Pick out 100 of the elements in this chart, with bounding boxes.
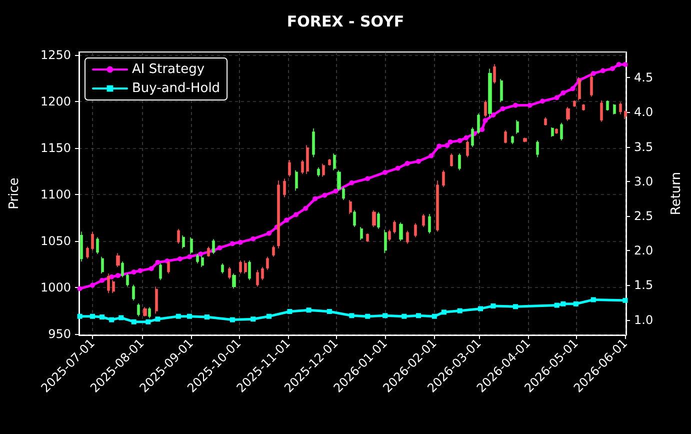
point (560, 90, 566, 96)
y2-tick-label: 2.5 (634, 208, 654, 223)
candlestick (148, 306, 151, 319)
point (540, 98, 546, 104)
y-tick-label: 1100 (40, 187, 71, 202)
candlestick (536, 140, 539, 158)
point (382, 170, 388, 175)
point (512, 102, 518, 108)
candlestick (96, 236, 99, 254)
point (590, 297, 596, 302)
candlestick (442, 170, 445, 188)
candlestick (613, 104, 616, 115)
candlestick (239, 260, 242, 274)
candlestick (261, 266, 264, 280)
candlestick (477, 113, 480, 134)
chart-title: FOREX - SOYF (286, 12, 404, 30)
candlestick (353, 210, 356, 228)
candlestick (301, 160, 304, 174)
candlestick (80, 231, 83, 262)
point (187, 314, 192, 319)
point (490, 303, 496, 308)
point (365, 176, 370, 182)
candlestick (221, 262, 224, 274)
point (478, 306, 484, 312)
y2-tick-label: 2.0 (634, 244, 654, 258)
y-tick-label: 1200 (40, 94, 71, 108)
point (148, 266, 154, 272)
candlestick (112, 280, 115, 294)
candlestick (232, 273, 236, 289)
point (480, 126, 485, 132)
point (444, 142, 450, 148)
point (187, 254, 192, 260)
point (457, 138, 462, 144)
candlestick (86, 246, 89, 260)
candlestick (466, 140, 469, 158)
point (155, 316, 160, 322)
candlestick (458, 153, 461, 171)
candlestick (201, 255, 204, 268)
candlestick (606, 100, 609, 112)
candlestick (228, 266, 231, 280)
candlestick (450, 153, 453, 167)
candlestick (600, 100, 603, 122)
point (204, 314, 210, 320)
point (365, 314, 370, 319)
candlestick (244, 260, 247, 274)
point (287, 308, 292, 314)
candlestick (126, 273, 129, 287)
candlestick (190, 236, 193, 254)
legend-label: AI Strategy (132, 62, 205, 77)
point (100, 278, 105, 283)
candlestick (544, 116, 547, 126)
candlestick (328, 158, 331, 166)
candlestick (388, 229, 391, 242)
point (404, 160, 410, 166)
point (554, 95, 560, 100)
y2-tick-label: 3.0 (634, 174, 654, 188)
point (266, 314, 272, 319)
point (432, 314, 437, 319)
candlestick (471, 127, 474, 148)
y2-axis-title: Return (669, 172, 684, 216)
point (382, 313, 388, 318)
point (457, 308, 462, 314)
point (217, 245, 222, 250)
point (436, 144, 442, 149)
point (610, 66, 615, 72)
point (490, 112, 496, 118)
legend-label: Buy-and-Hold (132, 81, 220, 96)
candlestick (266, 256, 269, 270)
point (138, 268, 143, 274)
y2-tick-label: 1.0 (634, 312, 654, 327)
candlestick (393, 220, 396, 234)
point (131, 319, 136, 324)
point (448, 139, 453, 144)
point (416, 158, 421, 164)
point (527, 102, 532, 108)
point (322, 192, 328, 198)
candlestick (414, 222, 417, 238)
point (570, 86, 576, 92)
candlestick (107, 273, 110, 294)
candlestick (384, 229, 387, 254)
point (312, 196, 318, 202)
point (266, 230, 272, 236)
point (326, 308, 332, 314)
y2-tick-label: 4.0 (634, 105, 654, 120)
candlestick (182, 234, 185, 249)
y-tick-label: 1000 (40, 280, 71, 295)
point (118, 315, 124, 320)
y2-tick-label: 4.5 (634, 70, 654, 85)
candlestick (560, 122, 563, 141)
point (500, 106, 506, 112)
point (109, 317, 114, 322)
candlestick (406, 230, 409, 244)
point (482, 118, 488, 123)
candlestick (555, 128, 558, 134)
candlestick (248, 260, 251, 280)
candlestick (484, 100, 487, 118)
candlestick (159, 262, 162, 280)
point (560, 301, 566, 306)
point (333, 188, 338, 194)
candlestick (590, 73, 593, 98)
